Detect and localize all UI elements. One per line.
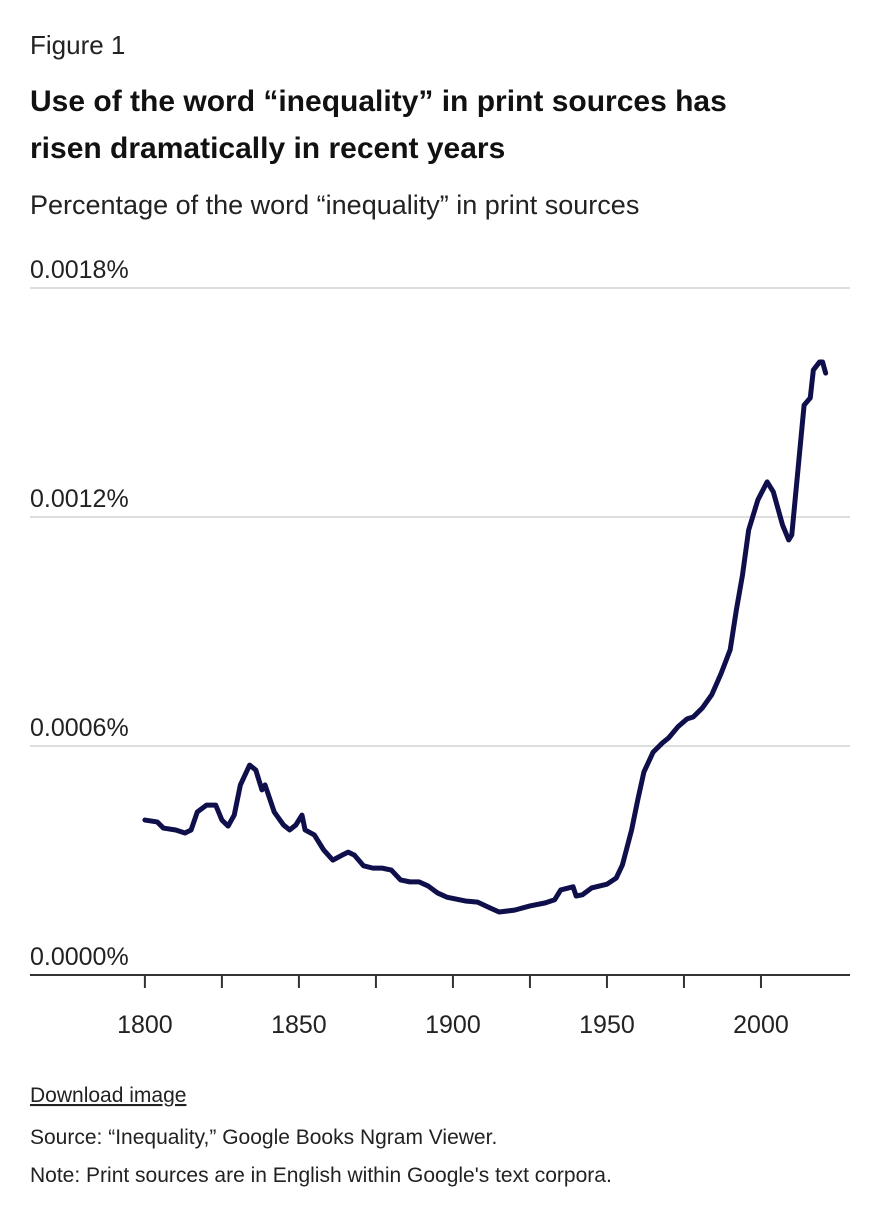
note: Note: Print sources are in English withi… <box>30 1164 612 1187</box>
y-tick-label: 0.0012% <box>30 485 129 513</box>
x-tick-label: 1850 <box>271 1011 327 1039</box>
source: Source: “Inequality,” Google Books Ngram… <box>30 1126 497 1149</box>
download-link[interactable]: Download image <box>30 1084 186 1107</box>
x-tick-label: 1900 <box>425 1011 481 1039</box>
data-line <box>142 359 829 915</box>
y-tick-label: 0.0000% <box>30 943 129 971</box>
x-tick-label: 1950 <box>579 1011 635 1039</box>
plot-area: 0.0000% 0.0006% 0.0012% 0.0018% 1800 1850 1900… <box>30 256 850 1039</box>
x-tick-label: 1800 <box>117 1011 173 1039</box>
chart-title: Use of the word “inequality” in print so… <box>30 85 727 118</box>
y-tick-label: 0.0006% <box>30 714 129 742</box>
y-tick-label: 0.0018% <box>30 256 129 284</box>
subtitle: Percentage of the word “inequality” in p… <box>30 190 639 220</box>
figure-label: Figure 1 <box>30 30 125 60</box>
chart-title: risen dramatically in recent years <box>30 132 505 165</box>
x-tick-label: 2000 <box>733 1011 789 1039</box>
